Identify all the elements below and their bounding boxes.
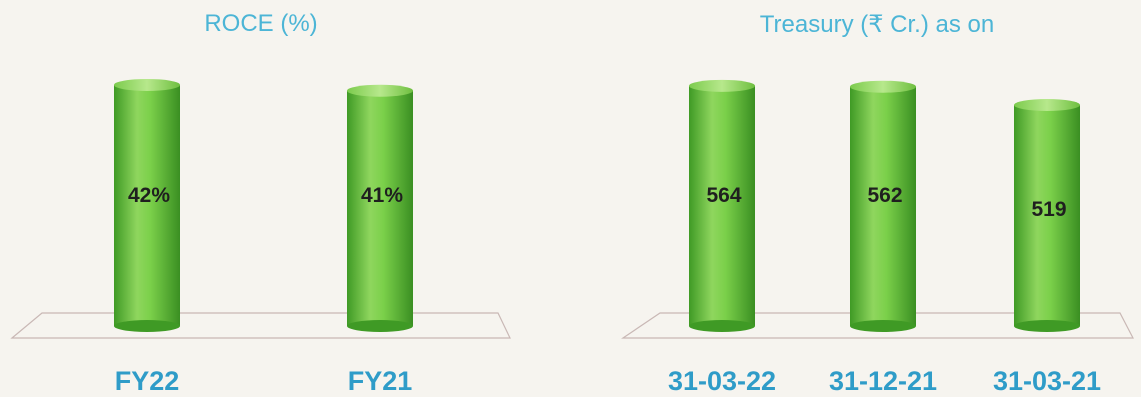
- bar: [1014, 99, 1080, 332]
- bar-top: [114, 78, 180, 91]
- bar-top: [850, 80, 916, 93]
- bar-body: [114, 84, 180, 327]
- data-label: 42%: [127, 184, 171, 207]
- bar-body: [347, 90, 413, 327]
- chart-title: Treasury (₹ Cr.) as on: [759, 11, 995, 38]
- bar-body: [850, 86, 916, 326]
- bar: [114, 78, 180, 332]
- chart-floor: [10, 312, 511, 339]
- x-tick-label: FY22: [114, 366, 180, 396]
- data-label: 41%: [360, 184, 404, 207]
- bar-body: [1014, 105, 1080, 326]
- bar-top: [1014, 99, 1080, 112]
- data-label: 519: [1031, 198, 1067, 221]
- bar: [689, 79, 755, 332]
- bar-body: [689, 85, 755, 327]
- x-tick-label: 31-03-22: [667, 366, 777, 396]
- chart-title: ROCE (%): [204, 10, 318, 37]
- bar-base: [689, 320, 755, 332]
- chart-floor: [621, 312, 1134, 339]
- bar: [347, 84, 413, 332]
- bar-base: [347, 320, 413, 332]
- data-label: 564: [706, 184, 742, 207]
- x-tick-label: FY21: [347, 366, 413, 396]
- bar-base: [114, 320, 180, 332]
- bar-top: [689, 79, 755, 92]
- x-tick-label: 31-03-21: [992, 366, 1102, 396]
- bar-top: [347, 84, 413, 97]
- bar-base: [850, 320, 916, 332]
- bar: [850, 80, 916, 332]
- bar-base: [1014, 320, 1080, 332]
- data-label: 562: [867, 184, 903, 207]
- x-tick-label: 31-12-21: [828, 366, 938, 396]
